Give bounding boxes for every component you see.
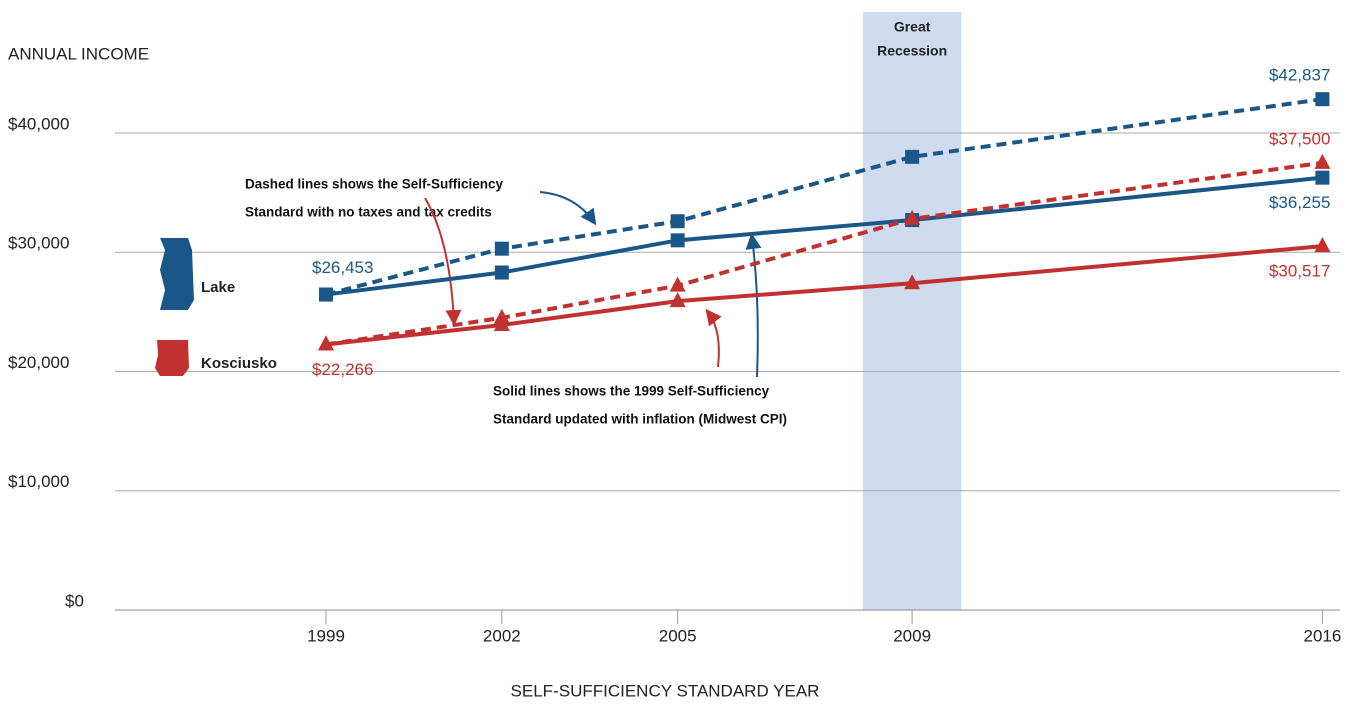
marker bbox=[904, 209, 921, 225]
marker bbox=[1314, 153, 1331, 169]
marker bbox=[318, 335, 335, 351]
marker bbox=[669, 292, 686, 308]
marker bbox=[1315, 170, 1330, 185]
x-tick-label: 2016 bbox=[1304, 626, 1342, 645]
marker bbox=[670, 233, 685, 248]
value-label: $36,255 bbox=[1269, 193, 1330, 212]
y-tick-label: $40,000 bbox=[8, 114, 69, 133]
marker bbox=[319, 287, 334, 302]
recession-band bbox=[862, 12, 962, 610]
series-line bbox=[325, 244, 1323, 347]
marker bbox=[493, 315, 510, 331]
arrow bbox=[705, 308, 722, 368]
band-label: Recession bbox=[877, 43, 947, 59]
value-label: $37,500 bbox=[1269, 129, 1330, 148]
value-label: $22,266 bbox=[312, 360, 373, 379]
y-tick-label: $20,000 bbox=[8, 353, 69, 372]
marker bbox=[1314, 237, 1331, 253]
y-tick-label: $10,000 bbox=[8, 472, 69, 491]
legend-label: Lake bbox=[201, 279, 235, 296]
value-label: $42,837 bbox=[1269, 66, 1330, 85]
marker bbox=[494, 241, 509, 256]
y-tick-label: $0 bbox=[65, 591, 84, 610]
annotation: Standard updated with inflation (Midwest… bbox=[493, 412, 787, 427]
value-label: $30,517 bbox=[1269, 262, 1330, 281]
value-label: $26,453 bbox=[312, 258, 373, 277]
arrow bbox=[745, 233, 762, 378]
series-line bbox=[325, 175, 1323, 297]
arrow bbox=[424, 197, 462, 326]
marker bbox=[494, 265, 509, 280]
lake-icon bbox=[160, 238, 194, 310]
y-tick-label: $30,000 bbox=[8, 234, 69, 253]
x-tick-label: 2005 bbox=[659, 626, 697, 645]
x-tick-label: 1999 bbox=[307, 626, 345, 645]
x-axis-title: SELF-SUFFICIENCY STANDARD YEAR bbox=[511, 681, 820, 700]
legend-label: Kosciusko bbox=[201, 355, 277, 372]
x-tick-label: 2002 bbox=[483, 626, 521, 645]
marker bbox=[670, 214, 685, 229]
arrow bbox=[539, 191, 597, 226]
marker bbox=[905, 149, 920, 164]
marker bbox=[904, 274, 921, 290]
marker bbox=[1315, 92, 1330, 107]
marker bbox=[669, 276, 686, 292]
x-tick-label: 2009 bbox=[893, 626, 931, 645]
y-axis-title: ANNUAL INCOME bbox=[8, 44, 149, 63]
annotation: Solid lines shows the 1999 Self-Sufficie… bbox=[493, 384, 770, 399]
annotation: Dashed lines shows the Self-Sufficiency bbox=[245, 177, 504, 192]
annotation: Standard with no taxes and tax credits bbox=[245, 205, 492, 220]
kosciusko-icon bbox=[155, 340, 189, 376]
band-label: Great bbox=[894, 19, 931, 35]
series-line bbox=[325, 97, 1323, 297]
